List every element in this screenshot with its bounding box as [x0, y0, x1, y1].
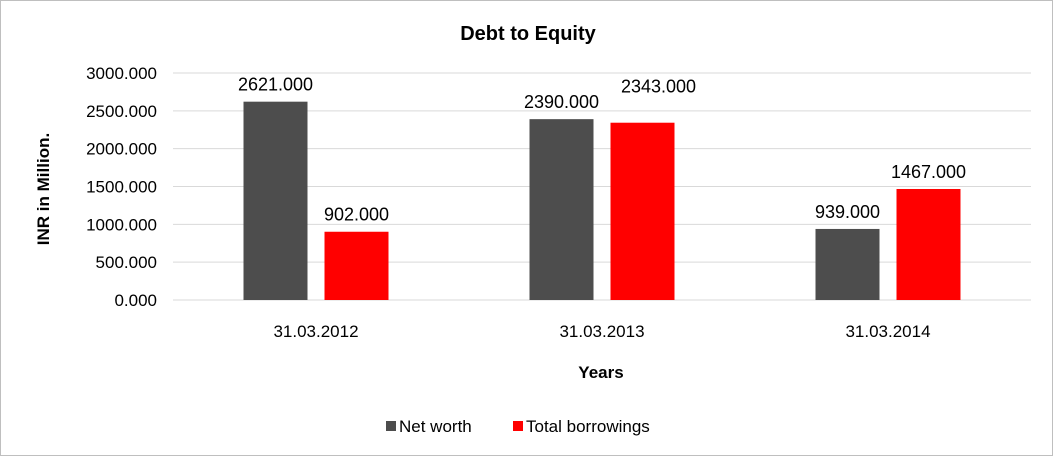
- legend: Net worth Total borrowings: [386, 417, 650, 436]
- x-tick-label: 31.03.2012: [273, 322, 358, 341]
- data-label: 2621.000: [238, 75, 313, 95]
- x-tick-label: 31.03.2013: [559, 322, 644, 341]
- data-label: 2390.000: [524, 92, 599, 112]
- y-axis-title: INR in Million.: [34, 133, 53, 245]
- data-label: 2343.000: [621, 77, 696, 97]
- x-axis-title: Years: [578, 363, 623, 382]
- legend-swatch: [386, 421, 396, 431]
- legend-swatch: [513, 421, 523, 431]
- chart-title: Debt to Equity: [460, 23, 596, 45]
- data-label: 1467.000: [891, 162, 966, 182]
- x-axis-ticks: 31.03.2012 31.03.2013 31.03.2014: [273, 322, 930, 341]
- bars: [243, 101, 961, 300]
- y-tick-label: 500.000: [96, 253, 157, 272]
- bar-total-borrowings: [896, 188, 961, 300]
- y-axis-ticks: 0.000 500.000 1000.000 1500.000 2000.000 2500…: [86, 64, 157, 310]
- data-label: 939.000: [815, 202, 880, 222]
- bar-net-worth: [529, 119, 594, 300]
- bar-net-worth: [243, 101, 308, 300]
- y-tick-label: 0.000: [114, 291, 157, 310]
- y-tick-label: 2500.000: [86, 102, 157, 121]
- y-tick-label: 3000.000: [86, 64, 157, 83]
- bar-total-borrowings: [324, 231, 389, 300]
- gridlines: [173, 72, 1031, 263]
- legend-label: Net worth: [399, 417, 472, 436]
- data-labels: 2621.000 902.000 2390.000 2343.000 939.000 14…: [238, 75, 966, 225]
- data-label: 902.000: [324, 205, 389, 225]
- x-tick-label: 31.03.2014: [845, 322, 930, 341]
- legend-label: Total borrowings: [526, 417, 650, 436]
- bar-total-borrowings: [610, 122, 675, 300]
- y-tick-label: 1500.000: [86, 178, 157, 197]
- bar-net-worth: [815, 228, 880, 300]
- y-tick-label: 1000.000: [86, 215, 157, 234]
- y-tick-label: 2000.000: [86, 140, 157, 159]
